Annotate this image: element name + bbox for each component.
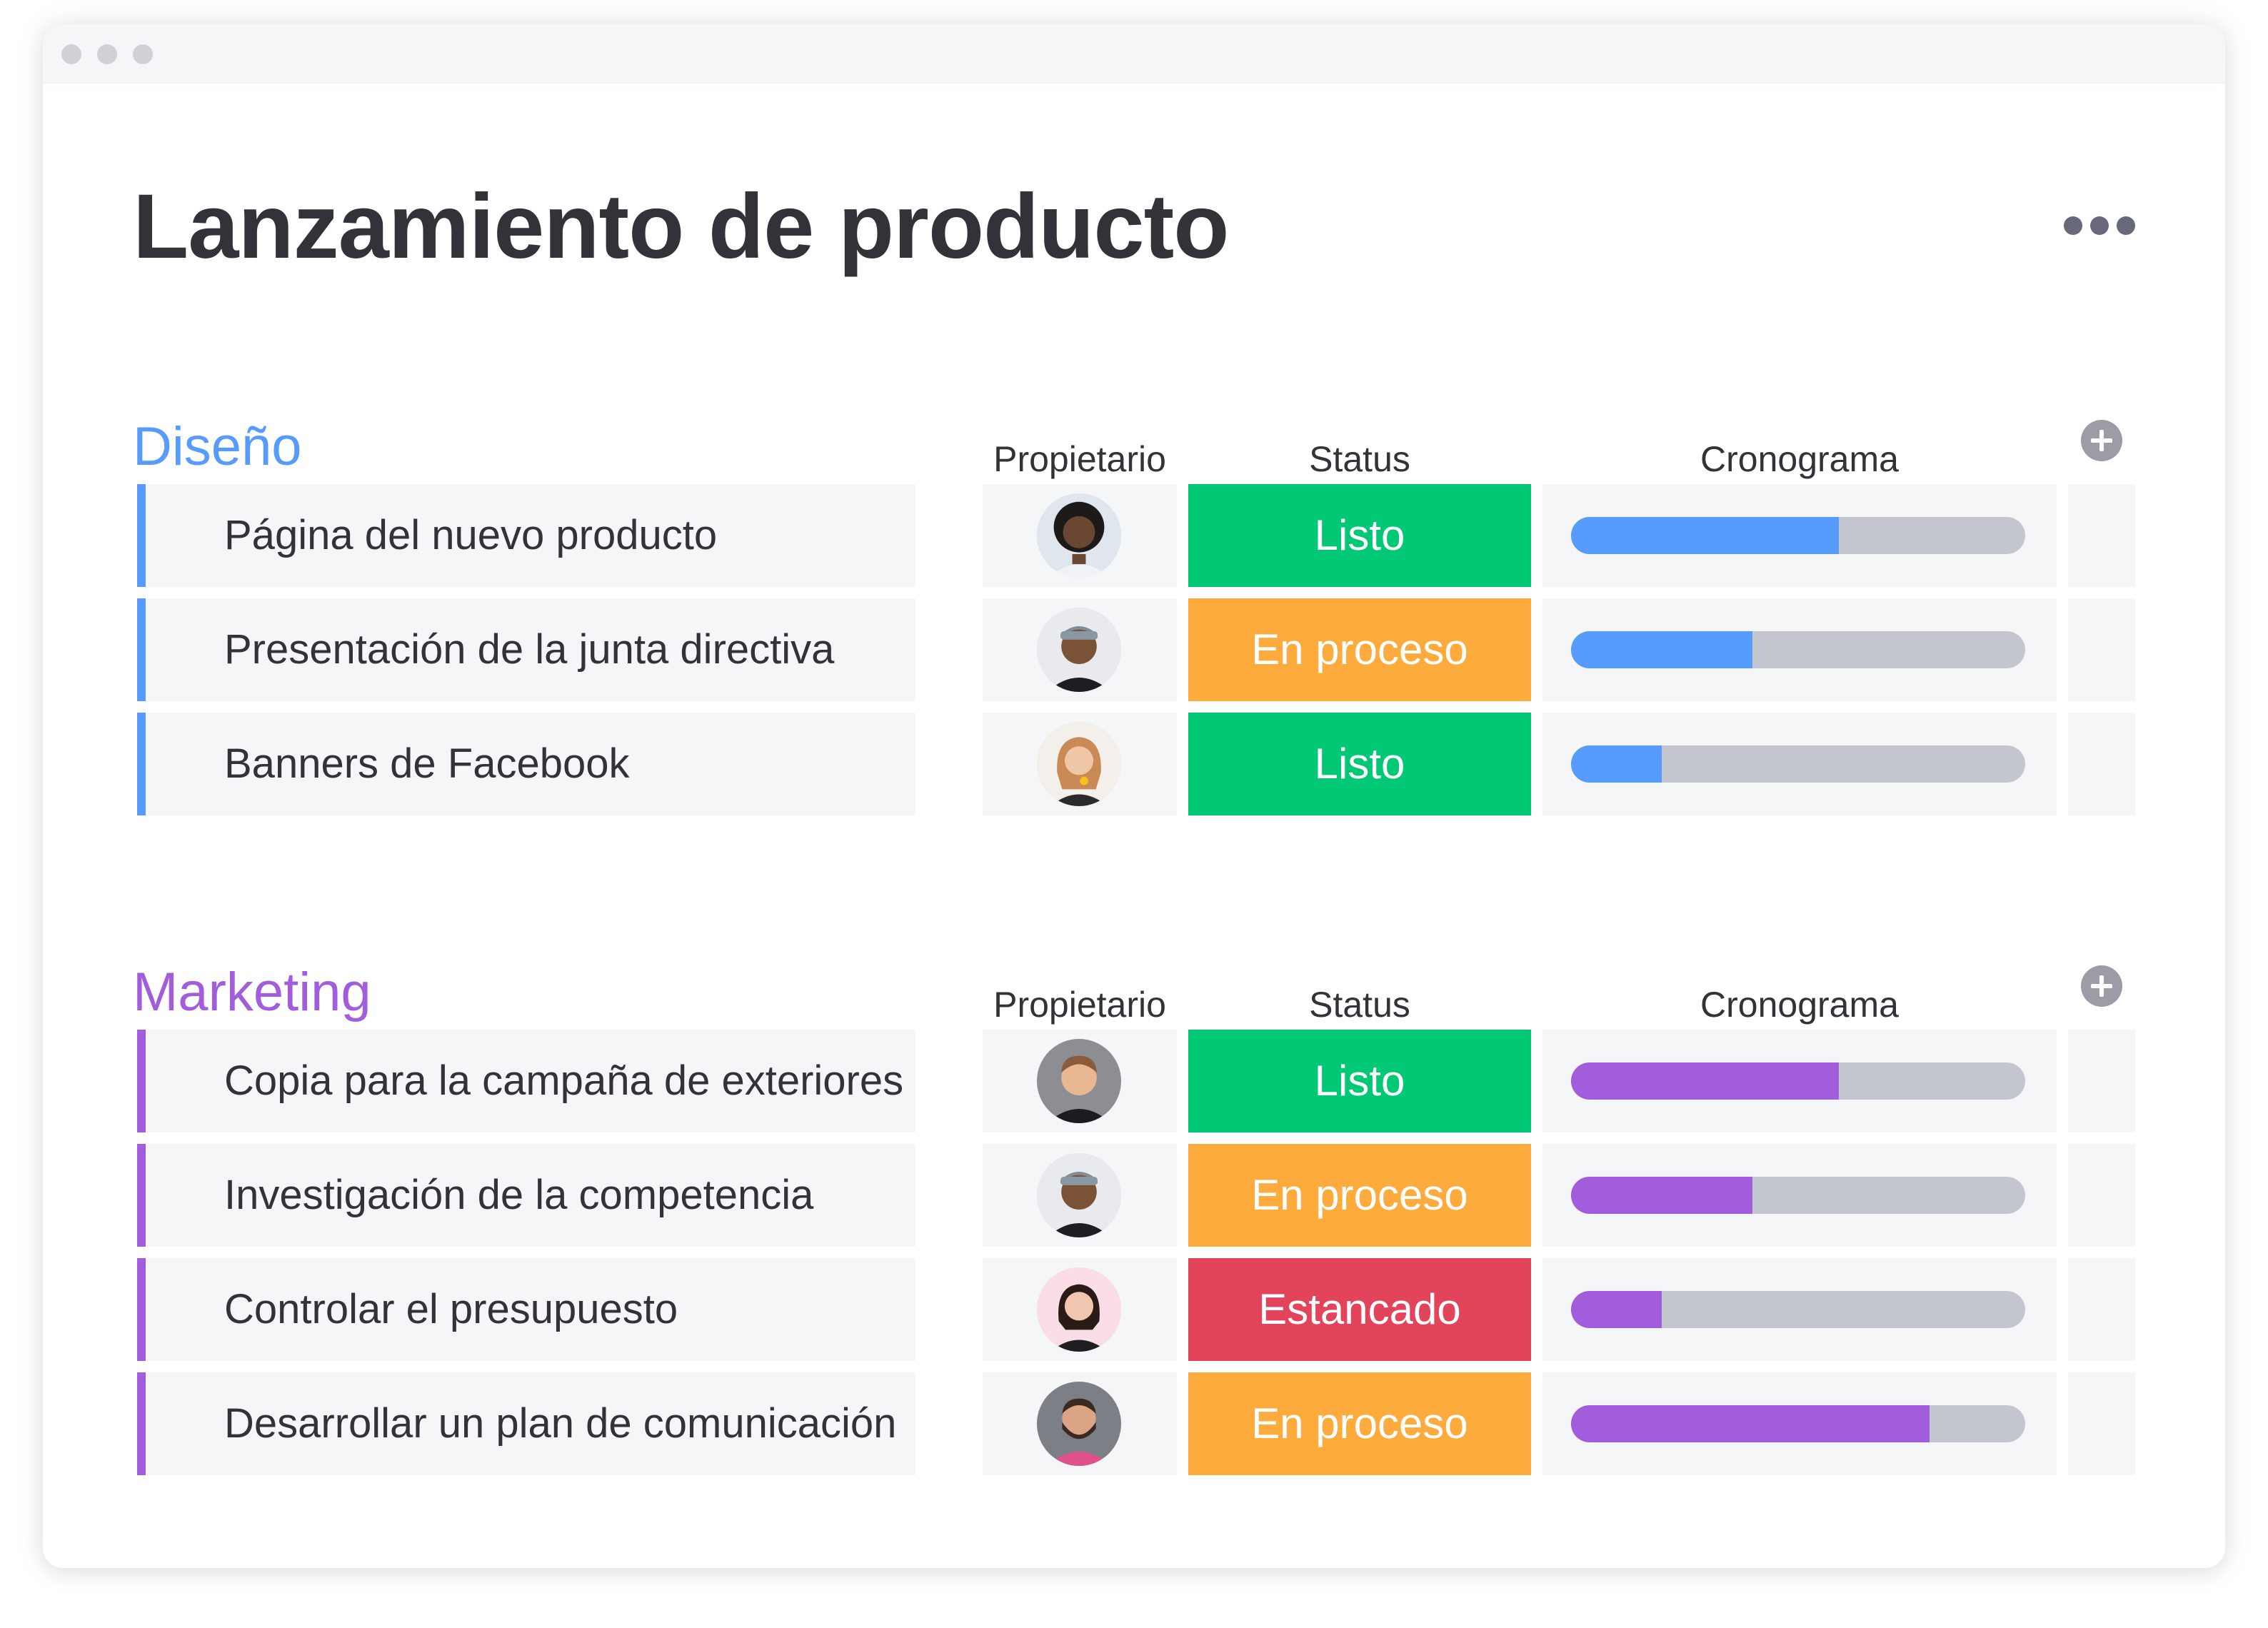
column-header-status[interactable]: Status xyxy=(1309,985,1410,1025)
column-header-timeline[interactable]: Cronograma xyxy=(1700,439,1899,479)
status-badge[interactable]: Listo xyxy=(1188,484,1531,587)
empty-cell[interactable] xyxy=(2068,1144,2135,1247)
group-color-bar xyxy=(137,484,146,587)
group-title[interactable]: Diseño xyxy=(133,416,302,477)
status-badge[interactable]: Estancado xyxy=(1188,1258,1531,1361)
column-header-owner[interactable]: Propietario xyxy=(993,439,1166,479)
group-color-bar xyxy=(137,1258,146,1361)
more-options-button[interactable] xyxy=(2064,211,2135,240)
item-name[interactable]: Presentación de la junta directiva xyxy=(224,626,835,673)
item-row[interactable]: Investigación de la competencia En proce… xyxy=(43,1144,2225,1247)
board-window: Lanzamiento de producto Diseño Propietar… xyxy=(43,24,2225,1568)
item-row[interactable]: Desarrollar un plan de comunicación En p… xyxy=(43,1372,2225,1475)
woman-blonde-avatar[interactable] xyxy=(1037,722,1121,806)
add-column-button[interactable] xyxy=(2081,965,2122,1007)
window-titlebar xyxy=(43,24,2225,84)
more-dot-icon xyxy=(2117,216,2135,235)
group-color-bar xyxy=(137,1144,146,1247)
window-minimize-dot[interactable] xyxy=(97,44,117,64)
item-name[interactable]: Página del nuevo producto xyxy=(224,512,718,558)
timeline-bar[interactable] xyxy=(1571,1062,2025,1100)
item-row[interactable]: Copia para la campaña de exteriores List… xyxy=(43,1030,2225,1132)
item-row[interactable]: Presentación de la junta directiva En pr… xyxy=(43,598,2225,701)
woman-dark-hair-avatar[interactable] xyxy=(1037,1267,1121,1352)
empty-cell[interactable] xyxy=(2068,1030,2135,1132)
timeline-bar[interactable] xyxy=(1571,1291,2025,1328)
group-title[interactable]: Marketing xyxy=(133,962,371,1022)
item-name[interactable]: Controlar el presupuesto xyxy=(224,1286,678,1332)
item-name[interactable]: Banners de Facebook xyxy=(224,740,630,787)
column-header-status[interactable]: Status xyxy=(1309,439,1410,479)
group-color-bar xyxy=(137,598,146,701)
more-dot-icon xyxy=(2064,216,2082,235)
item-name[interactable]: Desarrollar un plan de comunicación xyxy=(224,1400,897,1447)
item-row[interactable]: Banners de Facebook Listo xyxy=(43,713,2225,815)
add-column-button[interactable] xyxy=(2081,420,2122,461)
man-cap-avatar[interactable] xyxy=(1037,1153,1121,1237)
man-beard-avatar[interactable] xyxy=(1037,1382,1121,1466)
page-title: Lanzamiento de producto xyxy=(133,176,1229,278)
timeline-bar[interactable] xyxy=(1571,631,2025,668)
empty-cell[interactable] xyxy=(2068,1372,2135,1475)
woman-curly-hair-avatar[interactable] xyxy=(1037,493,1121,578)
window-close-dot[interactable] xyxy=(61,44,81,64)
timeline-bar[interactable] xyxy=(1571,1177,2025,1214)
item-name[interactable]: Copia para la campaña de exteriores xyxy=(224,1057,904,1104)
status-badge[interactable]: En proceso xyxy=(1188,1372,1531,1475)
item-row[interactable]: Controlar el presupuesto Estancado xyxy=(43,1258,2225,1361)
group-color-bar xyxy=(137,1372,146,1475)
empty-cell[interactable] xyxy=(2068,713,2135,815)
status-badge[interactable]: En proceso xyxy=(1188,1144,1531,1247)
timeline-bar[interactable] xyxy=(1571,517,2025,554)
item-name[interactable]: Investigación de la competencia xyxy=(224,1172,814,1218)
empty-cell[interactable] xyxy=(2068,484,2135,587)
man-cap-avatar[interactable] xyxy=(1037,608,1121,692)
empty-cell[interactable] xyxy=(2068,598,2135,701)
man-short-hair-avatar[interactable] xyxy=(1037,1039,1121,1123)
status-badge[interactable]: Listo xyxy=(1188,713,1531,815)
group-color-bar xyxy=(137,713,146,815)
status-badge[interactable]: Listo xyxy=(1188,1030,1531,1132)
column-header-timeline[interactable]: Cronograma xyxy=(1700,985,1899,1025)
group-color-bar xyxy=(137,1030,146,1132)
column-header-owner[interactable]: Propietario xyxy=(993,985,1166,1025)
more-dot-icon xyxy=(2090,216,2109,235)
item-row[interactable]: Página del nuevo producto Listo xyxy=(43,484,2225,587)
timeline-bar[interactable] xyxy=(1571,745,2025,783)
status-badge[interactable]: En proceso xyxy=(1188,598,1531,701)
timeline-bar[interactable] xyxy=(1571,1405,2025,1442)
empty-cell[interactable] xyxy=(2068,1258,2135,1361)
window-maximize-dot[interactable] xyxy=(133,44,153,64)
